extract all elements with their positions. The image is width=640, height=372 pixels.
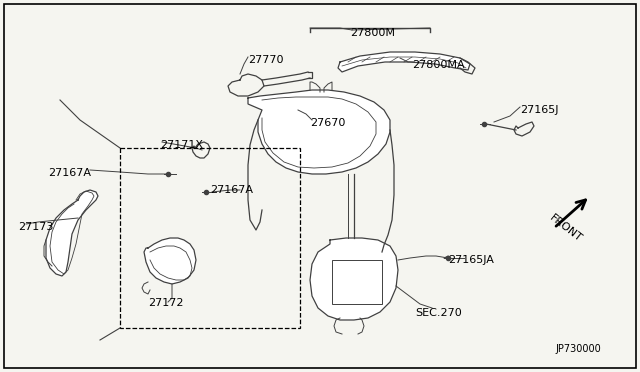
Text: 27670: 27670	[310, 118, 346, 128]
Polygon shape	[144, 238, 196, 284]
Text: 27165JA: 27165JA	[448, 255, 494, 265]
Text: 27165J: 27165J	[520, 105, 559, 115]
Bar	[332, 260, 382, 304]
Polygon shape	[338, 52, 470, 72]
Text: 27171X: 27171X	[160, 140, 203, 150]
Text: 27800M: 27800M	[350, 28, 395, 38]
Text: 27173: 27173	[18, 222, 53, 232]
Polygon shape	[46, 190, 98, 276]
Text: 27167A: 27167A	[48, 168, 91, 178]
Bar	[120, 148, 300, 328]
Text: 27770: 27770	[248, 55, 284, 65]
Text: FRONT: FRONT	[548, 213, 584, 244]
Text: SEC.270: SEC.270	[415, 308, 461, 318]
Text: 27167A: 27167A	[210, 185, 253, 195]
Polygon shape	[248, 90, 390, 174]
Polygon shape	[310, 238, 398, 320]
Text: JP730000: JP730000	[555, 344, 601, 354]
Text: 27172: 27172	[148, 298, 184, 308]
Text: 27800MA: 27800MA	[412, 60, 465, 70]
